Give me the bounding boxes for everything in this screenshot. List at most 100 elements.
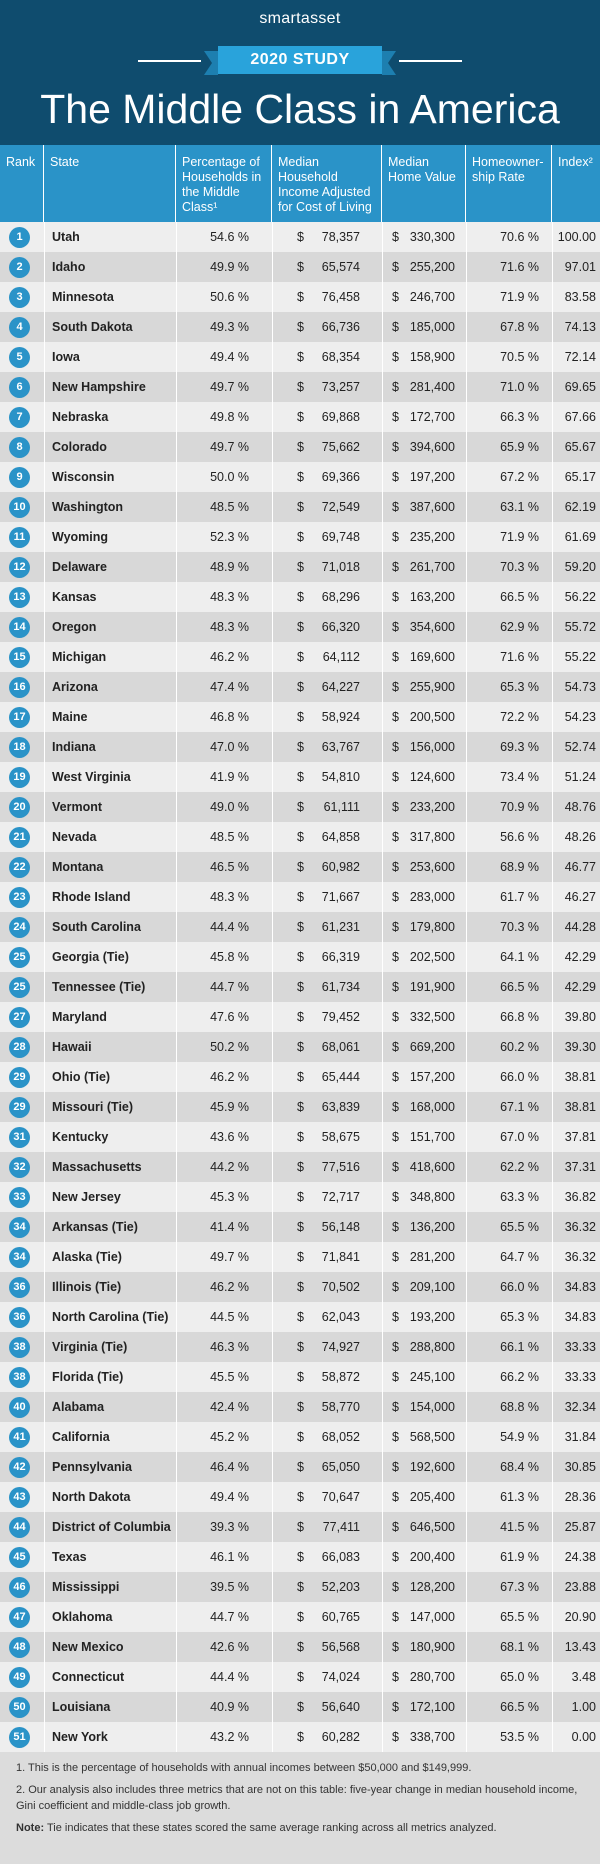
currency-symbol: $ (392, 1040, 399, 1054)
rank-badge: 12 (9, 557, 30, 578)
income-value: 66,320 (321, 620, 360, 634)
rank-cell: 21 (0, 822, 44, 852)
income-value: 73,257 (321, 380, 360, 394)
income-cell: $68,061 (272, 1032, 382, 1062)
currency-symbol: $ (392, 1280, 399, 1294)
currency-symbol: $ (297, 650, 304, 664)
state-cell: Alabama (44, 1392, 176, 1422)
rank-cell: 14 (0, 612, 44, 642)
middle-class-pct-cell: 49.7 % (176, 432, 272, 462)
rank-cell: 32 (0, 1152, 44, 1182)
income-cell: $56,568 (272, 1632, 382, 1662)
home-value-cell: $191,900 (382, 972, 466, 1002)
rank-cell: 47 (0, 1602, 44, 1632)
rank-badge: 24 (9, 917, 30, 938)
index-cell: 39.30 (552, 1032, 600, 1062)
income-cell: $54,810 (272, 762, 382, 792)
column-header-ownership: Homeowner- ship Rate (466, 145, 552, 222)
middle-class-pct-cell: 48.3 % (176, 882, 272, 912)
state-cell: Maryland (44, 1002, 176, 1032)
income-cell: $69,748 (272, 522, 382, 552)
table-row: 8 Colorado 49.7 % $75,662 $394,600 65.9 % 65.6… (0, 432, 600, 462)
rank-cell: 27 (0, 1002, 44, 1032)
income-cell: $52,203 (272, 1572, 382, 1602)
home-value: 200,400 (409, 1550, 455, 1564)
middle-class-pct-cell: 52.3 % (176, 522, 272, 552)
home-value: 317,800 (409, 830, 455, 844)
home-value-cell: $669,200 (382, 1032, 466, 1062)
index-cell: 24.38 (552, 1542, 600, 1572)
table-row: 51 New York 43.2 % $60,282 $338,700 53.5 % 0.0… (0, 1722, 600, 1752)
index-cell: 37.81 (552, 1122, 600, 1152)
index-cell: 54.23 (552, 702, 600, 732)
income-value: 72,717 (321, 1190, 360, 1204)
rank-cell: 19 (0, 762, 44, 792)
home-value: 172,700 (409, 410, 455, 424)
income-value: 74,927 (321, 1340, 360, 1354)
home-value: 169,600 (409, 650, 455, 664)
middle-class-pct-cell: 39.3 % (176, 1512, 272, 1542)
home-value-cell: $255,200 (382, 252, 466, 282)
home-value-cell: $233,200 (382, 792, 466, 822)
middle-class-pct-cell: 45.2 % (176, 1422, 272, 1452)
rank-badge: 50 (9, 1697, 30, 1718)
rank-badge: 14 (9, 617, 30, 638)
state-cell: Michigan (44, 642, 176, 672)
rank-badge: 23 (9, 887, 30, 908)
rank-badge: 16 (9, 677, 30, 698)
ownership-rate-cell: 68.1 % (466, 1632, 552, 1662)
home-value-cell: $154,000 (382, 1392, 466, 1422)
income-value: 68,061 (321, 1040, 360, 1054)
home-value-cell: $281,400 (382, 372, 466, 402)
currency-symbol: $ (297, 1040, 304, 1054)
table-row: 17 Maine 46.8 % $58,924 $200,500 72.2 % 54.23 (0, 702, 600, 732)
index-cell: 54.73 (552, 672, 600, 702)
home-value-cell: $394,600 (382, 432, 466, 462)
middle-class-pct-cell: 49.4 % (176, 342, 272, 372)
currency-symbol: $ (297, 1670, 304, 1684)
income-value: 70,502 (321, 1280, 360, 1294)
table-row: 47 Oklahoma 44.7 % $60,765 $147,000 65.5 % 20.… (0, 1602, 600, 1632)
income-value: 52,203 (321, 1580, 360, 1594)
rank-cell: 18 (0, 732, 44, 762)
index-cell: 42.29 (552, 972, 600, 1002)
currency-symbol: $ (392, 800, 399, 814)
index-cell: 25.87 (552, 1512, 600, 1542)
income-value: 70,647 (321, 1490, 360, 1504)
index-cell: 39.80 (552, 1002, 600, 1032)
ownership-rate-cell: 71.9 % (466, 522, 552, 552)
home-value-cell: $169,600 (382, 642, 466, 672)
income-cell: $69,868 (272, 402, 382, 432)
currency-symbol: $ (297, 830, 304, 844)
ownership-rate-cell: 66.2 % (466, 1362, 552, 1392)
rank-badge: 48 (9, 1637, 30, 1658)
rank-badge: 29 (9, 1067, 30, 1088)
middle-class-pct-cell: 49.4 % (176, 1482, 272, 1512)
income-value: 77,516 (321, 1160, 360, 1174)
home-value-cell: $157,200 (382, 1062, 466, 1092)
middle-class-pct-cell: 46.4 % (176, 1452, 272, 1482)
table-row: 33 New Jersey 45.3 % $72,717 $348,800 63.3 % 3… (0, 1182, 600, 1212)
rank-badge: 25 (9, 977, 30, 998)
middle-class-pct-cell: 46.2 % (176, 642, 272, 672)
ownership-rate-cell: 70.9 % (466, 792, 552, 822)
income-cell: $56,640 (272, 1692, 382, 1722)
ownership-rate-cell: 41.5 % (466, 1512, 552, 1542)
currency-symbol: $ (297, 260, 304, 274)
income-value: 69,868 (321, 410, 360, 424)
index-cell: 44.28 (552, 912, 600, 942)
currency-symbol: $ (392, 350, 399, 364)
ownership-rate-cell: 72.2 % (466, 702, 552, 732)
middle-class-pct-cell: 44.2 % (176, 1152, 272, 1182)
rank-cell: 28 (0, 1032, 44, 1062)
table-row: 45 Texas 46.1 % $66,083 $200,400 61.9 % 24.38 (0, 1542, 600, 1572)
home-value-cell: $418,600 (382, 1152, 466, 1182)
currency-symbol: $ (297, 1490, 304, 1504)
rank-badge: 9 (9, 467, 30, 488)
column-header-pct: Percentage of Households in the Middle C… (176, 145, 272, 222)
ownership-rate-cell: 65.0 % (466, 1662, 552, 1692)
ownership-rate-cell: 71.6 % (466, 642, 552, 672)
home-value: 191,900 (409, 980, 455, 994)
income-cell: $63,839 (272, 1092, 382, 1122)
rank-cell: 46 (0, 1572, 44, 1602)
